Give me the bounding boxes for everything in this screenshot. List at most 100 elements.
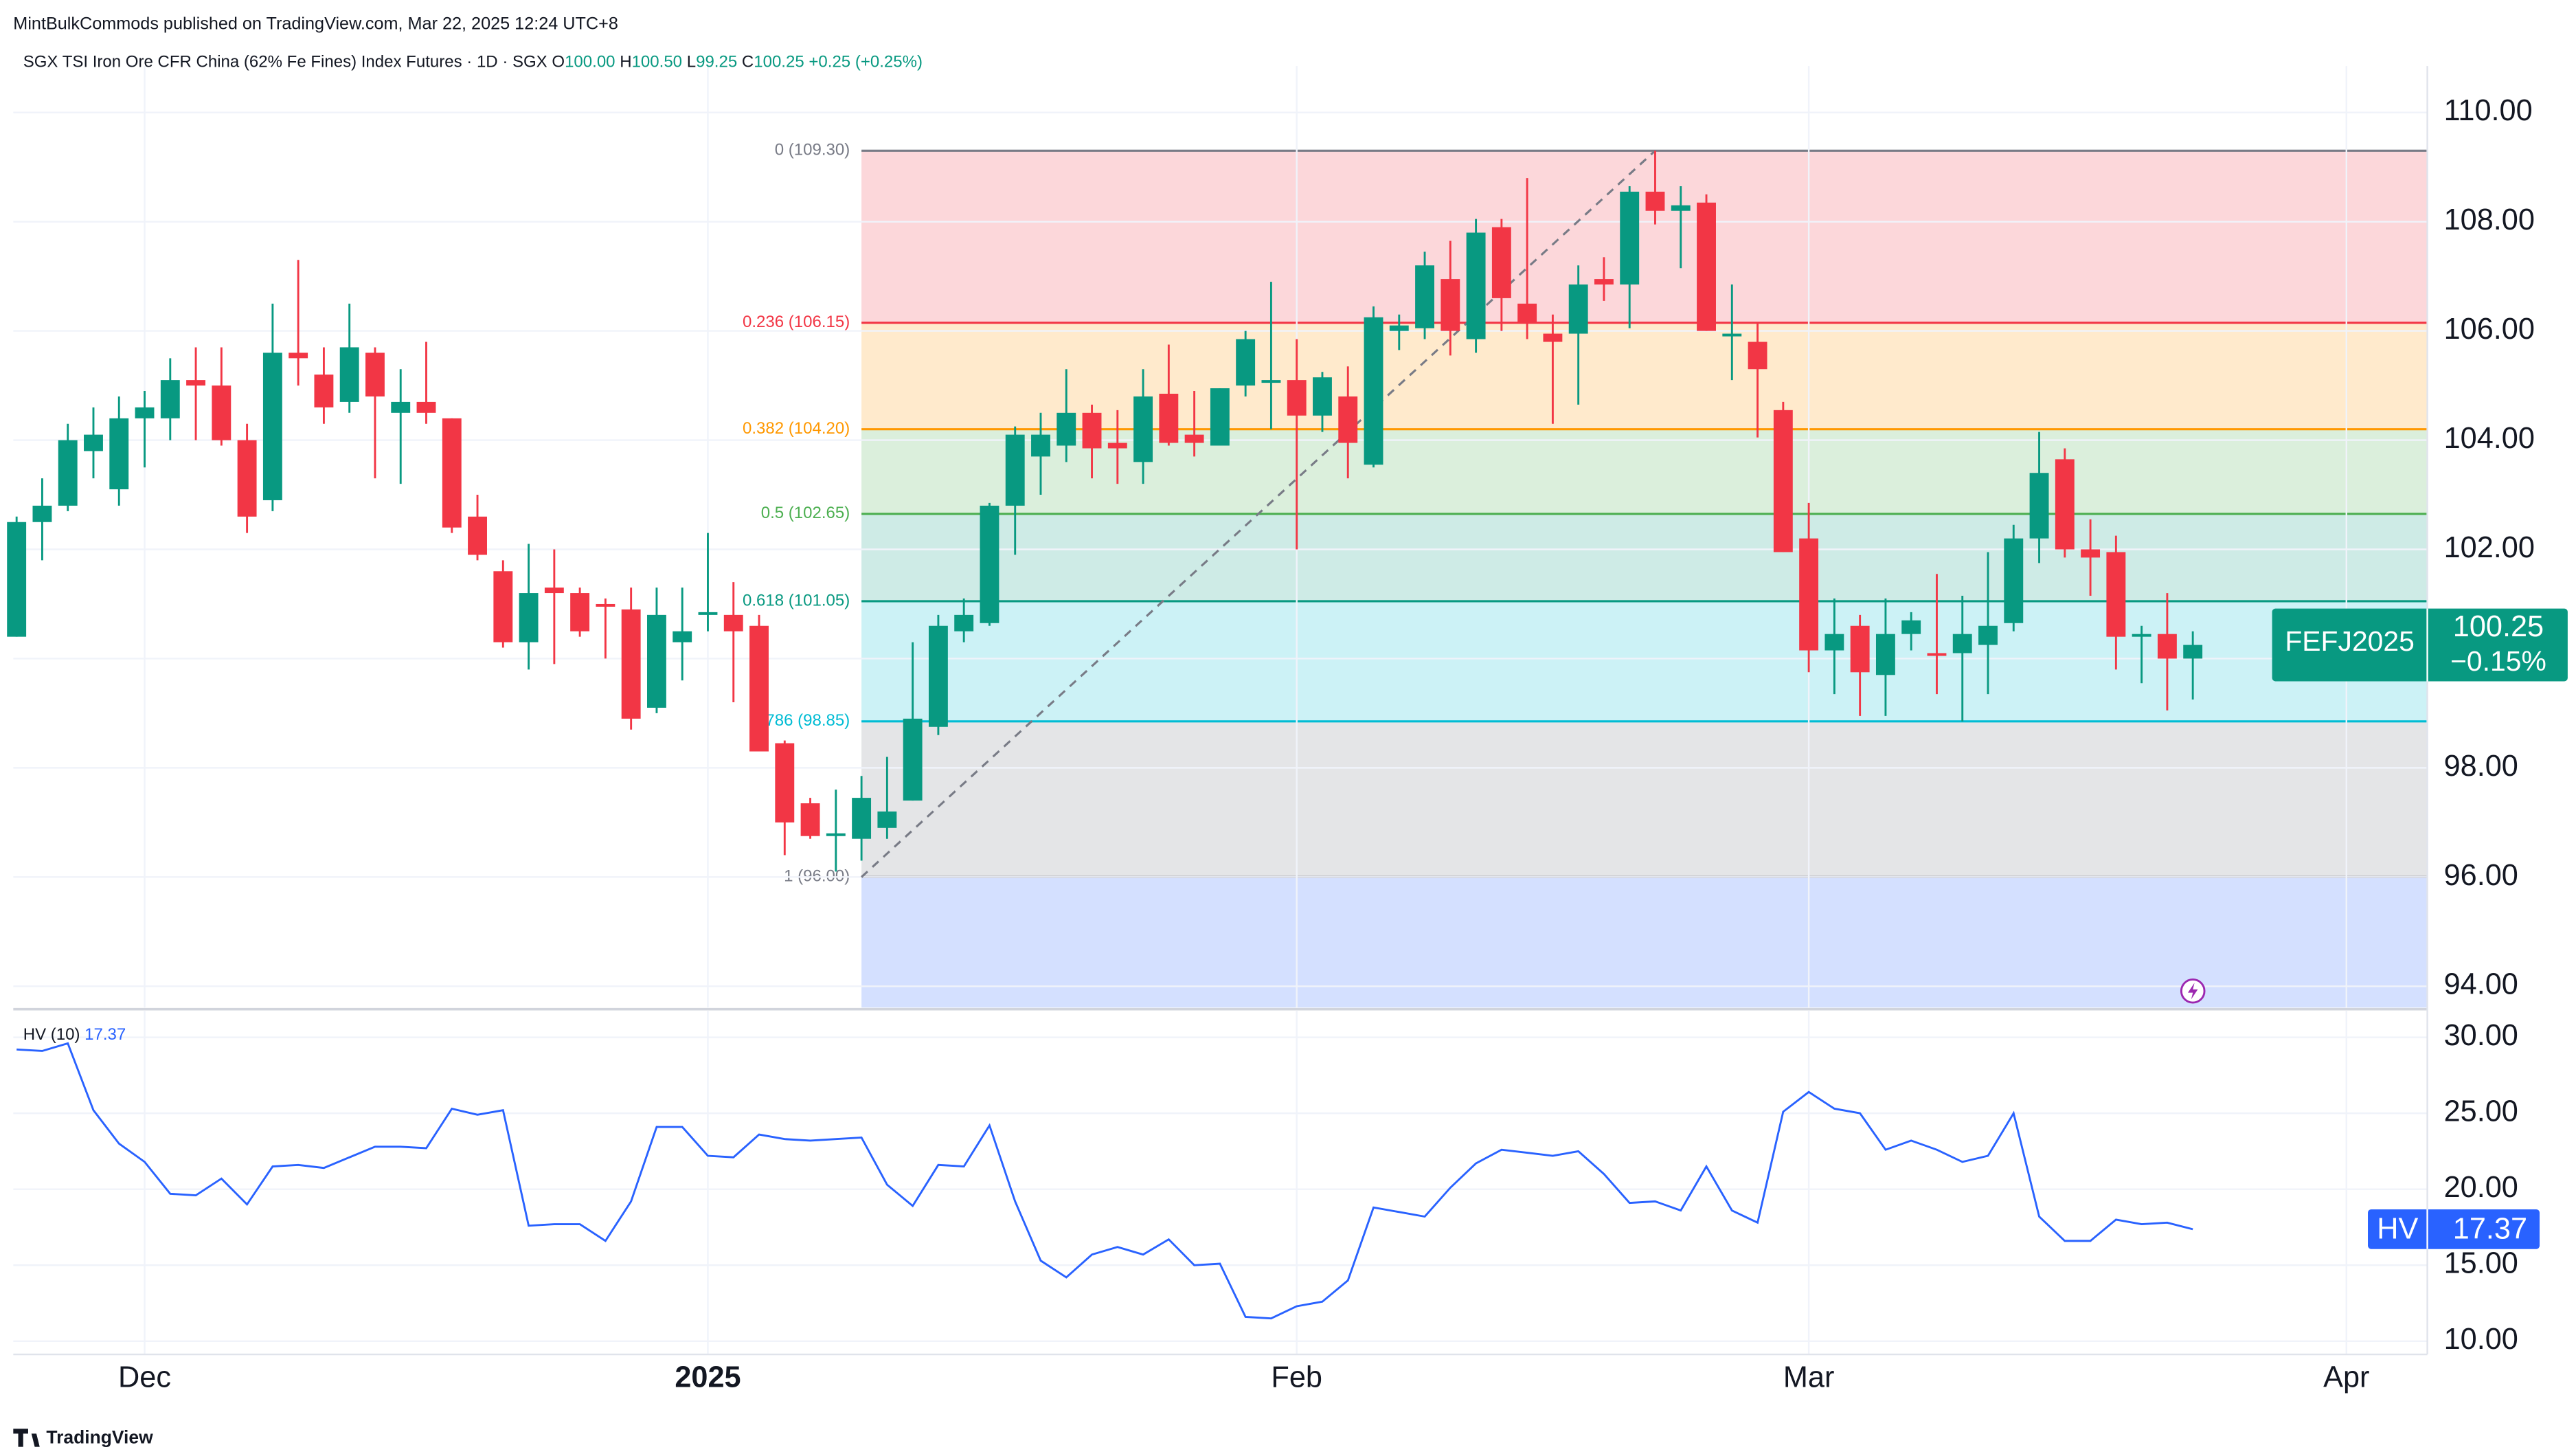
candle-body — [1491, 227, 1511, 298]
candle-body — [186, 380, 206, 386]
x-tick-label: 2025 — [675, 1361, 741, 1394]
footer-text: TradingView — [46, 1427, 153, 1448]
candle-body — [1415, 265, 1434, 328]
event-bolt — [2188, 983, 2198, 1000]
candle-body — [800, 803, 820, 836]
candle-body — [1159, 393, 1179, 443]
candle-body — [58, 440, 78, 506]
publisher: MintBulkCommods published on TradingView… — [13, 14, 618, 34]
fib-band — [861, 150, 2428, 323]
legend: SGX TSI Iron Ore CFR China (62% Fe Fines… — [23, 53, 923, 71]
candle-body — [442, 418, 462, 528]
fib-band — [861, 513, 2428, 601]
candle-body — [1287, 380, 1307, 416]
candle-body — [365, 353, 385, 396]
symbol: SGX TSI Iron Ore CFR China (62% Fe Fines… — [23, 53, 547, 71]
candle-body — [212, 385, 231, 440]
candle-body — [723, 614, 743, 631]
candle-body — [1850, 625, 1870, 673]
last-price: 100.25 — [2453, 610, 2544, 643]
candle-body — [903, 718, 923, 801]
candle-body — [1901, 620, 1921, 634]
candle-body — [826, 833, 846, 836]
x-tick-label: Mar — [1783, 1361, 1834, 1394]
candle-body — [1773, 410, 1793, 552]
candle-body — [2055, 459, 2075, 550]
candle-body — [1671, 205, 1691, 211]
fib-band — [861, 322, 2428, 429]
candle-body — [1568, 284, 1588, 334]
candle-body — [1927, 653, 1947, 656]
hv-box-label: HV — [2377, 1213, 2418, 1246]
candle-body — [980, 505, 999, 623]
candle-body — [1133, 396, 1153, 462]
fib-band — [861, 721, 2428, 877]
hv-box — [2368, 1209, 2540, 1249]
marks-layer — [7, 150, 2203, 1320]
hv-line — [16, 1042, 2193, 1320]
candle-body — [468, 516, 487, 555]
candle-body — [1364, 317, 1383, 465]
y-tick-label: 30.00 — [2444, 1019, 2518, 1052]
candle-body — [84, 434, 103, 451]
candle-body — [698, 612, 718, 615]
candle-body — [109, 418, 129, 490]
high-label: H — [620, 53, 631, 71]
candle-body — [1875, 634, 1895, 675]
candle-body — [1057, 412, 1076, 446]
high-value: 100.50 — [632, 53, 682, 71]
x-tick-label: Dec — [118, 1361, 171, 1394]
close-value: 100.25 — [754, 53, 804, 71]
candle-body — [391, 401, 411, 413]
fib-trend-line — [861, 150, 1656, 878]
candle-body — [7, 522, 27, 637]
last-change: −0.15% — [2450, 645, 2546, 677]
candle-body — [262, 353, 282, 500]
candle-body — [289, 353, 308, 359]
candle-body — [416, 401, 436, 413]
candle-body — [2132, 634, 2151, 637]
candle-body — [2004, 538, 2024, 623]
candle-body — [1210, 388, 1230, 446]
candle-body — [954, 614, 974, 631]
y-tick-label: 108.00 — [2444, 203, 2535, 236]
last-price-box — [2272, 608, 2568, 682]
last-symbol: FEFJ2025 — [2285, 625, 2415, 657]
footer-logo: TradingView — [13, 1427, 153, 1448]
candle-body — [928, 625, 948, 727]
candle-body — [314, 374, 334, 407]
candle-body — [1517, 303, 1537, 323]
candle-body — [646, 614, 666, 708]
candle-body — [877, 811, 897, 828]
y-tick-label: 94.00 — [2444, 968, 2518, 1001]
candle-body — [1313, 377, 1332, 416]
y-tick-label: 102.00 — [2444, 531, 2535, 564]
candle-body — [596, 603, 615, 607]
candle-body — [160, 380, 180, 418]
candle-body — [1722, 333, 1742, 337]
candle-body — [1645, 191, 1665, 211]
candle-body — [1005, 434, 1025, 506]
open-label: O — [552, 53, 565, 71]
candle-body — [493, 571, 513, 642]
candle-body — [32, 505, 52, 522]
fib-level-label: 0.618 (101.05) — [743, 591, 850, 609]
candle-body — [1389, 325, 1409, 331]
candle-body — [1082, 412, 1102, 449]
close-label: C — [742, 53, 754, 71]
y-tick-label: 25.00 — [2444, 1095, 2518, 1128]
hv-value: 17.37 — [84, 1025, 126, 1044]
candle-body — [673, 631, 692, 642]
candle-body — [519, 593, 539, 642]
candle-body — [1978, 625, 1998, 645]
candle-body — [237, 440, 257, 517]
low-label: L — [687, 53, 696, 71]
y-tick-label: 20.00 — [2444, 1171, 2518, 1204]
candle-body — [570, 593, 590, 631]
hv-box-value: 17.37 — [2453, 1213, 2527, 1246]
candle-body — [1261, 380, 1281, 383]
y-tick-label: 106.00 — [2444, 313, 2535, 346]
hv-legend: HV (10) 17.37 — [23, 1025, 126, 1044]
candle-body — [2157, 634, 2177, 659]
